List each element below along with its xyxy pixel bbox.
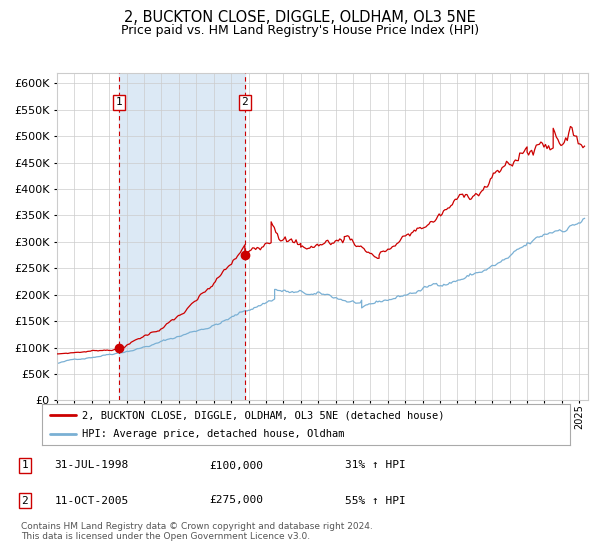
Text: Price paid vs. HM Land Registry's House Price Index (HPI): Price paid vs. HM Land Registry's House … [121, 24, 479, 37]
Text: 2, BUCKTON CLOSE, DIGGLE, OLDHAM, OL3 5NE (detached house): 2, BUCKTON CLOSE, DIGGLE, OLDHAM, OL3 5N… [82, 410, 444, 421]
Text: 11-OCT-2005: 11-OCT-2005 [55, 496, 129, 506]
Text: 2: 2 [241, 97, 248, 108]
Text: Contains HM Land Registry data © Crown copyright and database right 2024.
This d: Contains HM Land Registry data © Crown c… [21, 522, 373, 542]
Text: 1: 1 [116, 97, 123, 108]
Text: 2: 2 [22, 496, 28, 506]
Text: 31-JUL-1998: 31-JUL-1998 [55, 460, 129, 470]
Text: £275,000: £275,000 [210, 496, 264, 506]
Text: 31% ↑ HPI: 31% ↑ HPI [345, 460, 406, 470]
Text: HPI: Average price, detached house, Oldham: HPI: Average price, detached house, Oldh… [82, 429, 344, 439]
Bar [119, 73, 245, 400]
Text: £100,000: £100,000 [210, 460, 264, 470]
Text: 1: 1 [22, 460, 28, 470]
Text: 55% ↑ HPI: 55% ↑ HPI [345, 496, 406, 506]
Text: 2, BUCKTON CLOSE, DIGGLE, OLDHAM, OL3 5NE: 2, BUCKTON CLOSE, DIGGLE, OLDHAM, OL3 5N… [124, 10, 476, 25]
